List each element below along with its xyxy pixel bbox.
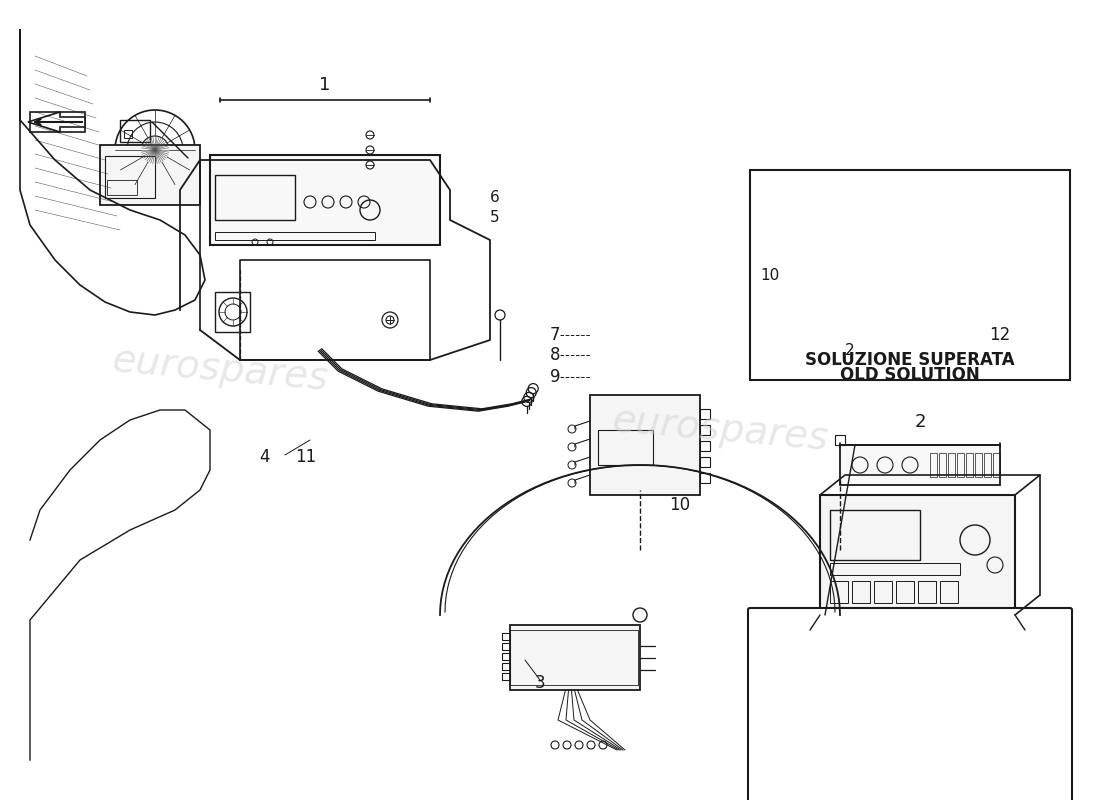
Bar	[214, 232, 375, 240]
Bar	[214, 175, 295, 220]
Bar	[830, 563, 960, 575]
Text: 11: 11	[295, 448, 317, 466]
Bar	[880, 345, 892, 355]
Bar	[939, 453, 946, 477]
Bar	[776, 285, 905, 345]
Bar	[930, 453, 937, 477]
Text: 9: 9	[550, 368, 561, 386]
Bar	[830, 581, 848, 603]
Bar	[850, 345, 862, 355]
Bar	[993, 453, 1000, 477]
Bar	[502, 673, 510, 680]
Bar	[874, 581, 892, 603]
Bar	[805, 345, 817, 355]
Text: 12: 12	[989, 326, 1011, 344]
Bar	[896, 581, 914, 603]
Bar	[776, 195, 905, 270]
Bar	[700, 457, 710, 467]
Bar	[820, 495, 1015, 615]
Bar	[107, 180, 138, 195]
Bar	[700, 473, 710, 483]
Bar	[776, 187, 790, 195]
Bar	[780, 220, 830, 260]
Bar	[502, 653, 510, 660]
Bar	[510, 630, 638, 685]
Polygon shape	[28, 112, 85, 132]
Bar	[700, 425, 710, 435]
Bar	[510, 625, 640, 690]
Text: 8: 8	[550, 346, 561, 364]
Bar	[865, 345, 877, 355]
Bar	[966, 453, 974, 477]
Bar	[874, 187, 890, 195]
Bar	[750, 170, 1070, 380]
Bar	[795, 187, 810, 195]
Bar	[948, 453, 955, 477]
Bar	[840, 445, 1000, 485]
Text: 4: 4	[260, 448, 270, 466]
Text: 1: 1	[319, 76, 331, 94]
Text: OLD SOLUTION: OLD SOLUTION	[840, 366, 980, 384]
Text: 10: 10	[760, 268, 780, 283]
Text: 7: 7	[550, 326, 561, 344]
Bar	[700, 441, 710, 451]
Text: 5: 5	[490, 210, 499, 225]
Text: eurospares: eurospares	[110, 342, 330, 398]
Text: 2: 2	[845, 343, 855, 358]
Text: SOLUZIONE SUPERATA: SOLUZIONE SUPERATA	[805, 351, 1015, 369]
Bar	[104, 156, 155, 198]
Bar	[790, 345, 802, 355]
Bar	[502, 633, 510, 640]
Bar	[120, 120, 150, 142]
Bar	[598, 430, 653, 465]
Text: 10: 10	[670, 496, 691, 514]
Bar	[502, 663, 510, 670]
Bar	[30, 112, 85, 132]
Bar	[700, 409, 710, 419]
Bar	[855, 187, 870, 195]
Bar	[100, 145, 200, 205]
Bar	[815, 187, 830, 195]
Bar	[835, 345, 847, 355]
Text: 3: 3	[535, 674, 546, 692]
Bar	[975, 453, 982, 477]
Bar	[820, 345, 832, 355]
Bar	[210, 155, 440, 245]
Bar	[940, 581, 958, 603]
Bar	[830, 510, 920, 560]
Bar	[776, 345, 786, 355]
Text: 6: 6	[490, 190, 499, 205]
Bar	[835, 187, 850, 195]
Bar	[984, 453, 991, 477]
Bar	[918, 581, 936, 603]
Bar	[124, 130, 132, 138]
Text: eurospares: eurospares	[610, 402, 829, 458]
Bar	[835, 435, 845, 445]
Bar	[590, 395, 700, 495]
Bar	[780, 310, 835, 340]
FancyBboxPatch shape	[748, 608, 1072, 800]
Bar	[214, 292, 250, 332]
Bar	[502, 643, 510, 650]
Bar	[852, 581, 870, 603]
Text: 2: 2	[914, 413, 926, 431]
Bar	[957, 453, 964, 477]
